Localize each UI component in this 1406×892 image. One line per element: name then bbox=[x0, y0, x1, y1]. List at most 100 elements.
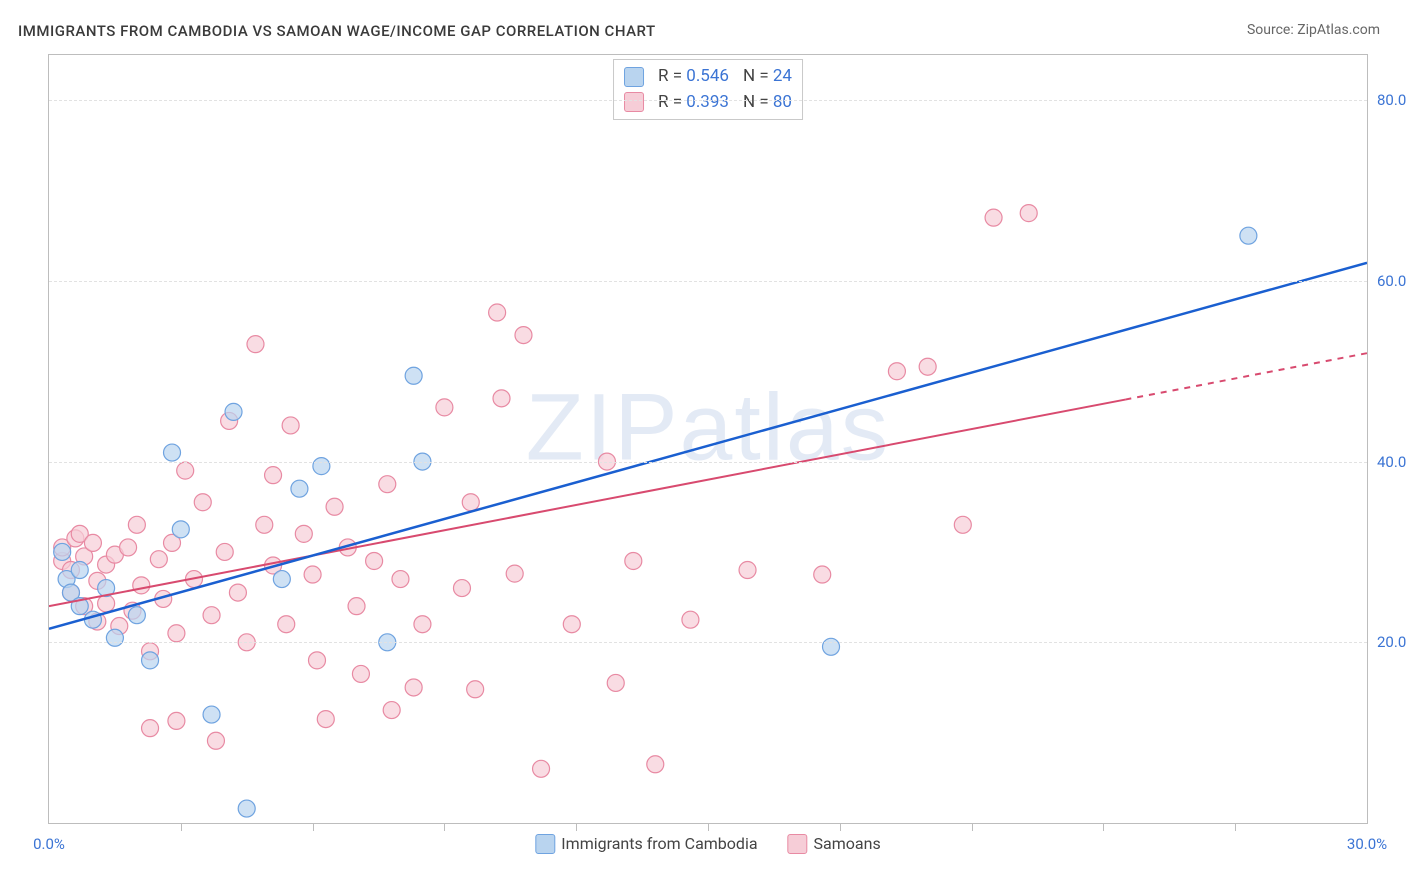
legend-bottom: Immigrants from Cambodia Samoans bbox=[535, 834, 880, 855]
scatter-point-samoans bbox=[265, 467, 282, 484]
scatter-point-samoans bbox=[142, 720, 159, 737]
scatter-point-samoans bbox=[405, 679, 422, 696]
scatter-point-samoans bbox=[168, 625, 185, 642]
gridline bbox=[49, 281, 1367, 282]
scatter-point-samoans bbox=[453, 580, 470, 597]
scatter-point-samoans bbox=[98, 595, 115, 612]
swatch-cambodia-icon bbox=[535, 834, 555, 854]
y-tick-label: 20.0% bbox=[1377, 633, 1406, 651]
y-tick-label: 40.0% bbox=[1377, 453, 1406, 471]
x-tick-label: 0.0% bbox=[33, 835, 65, 853]
swatch-samoans-icon bbox=[788, 834, 808, 854]
scatter-point-cambodia bbox=[164, 444, 181, 461]
y-tick-label: 60.0% bbox=[1377, 272, 1406, 290]
scatter-point-samoans bbox=[120, 539, 137, 556]
legend-label-cambodia: Immigrants from Cambodia bbox=[561, 834, 757, 853]
scatter-point-samoans bbox=[414, 616, 431, 633]
scatter-point-samoans bbox=[607, 674, 624, 691]
scatter-point-samoans bbox=[1020, 205, 1037, 222]
scatter-point-samoans bbox=[194, 494, 211, 511]
scatter-point-cambodia bbox=[823, 638, 840, 655]
gridline bbox=[49, 100, 1367, 101]
plot-area: ZIPatlas R = 0.546 N = 24 R = 0.393 N = … bbox=[48, 54, 1368, 824]
scatter-svg bbox=[49, 55, 1367, 823]
source-link[interactable]: ZipAtlas.com bbox=[1297, 22, 1380, 38]
x-tick-label: 30.0% bbox=[1347, 835, 1387, 853]
gridline bbox=[49, 462, 1367, 463]
scatter-point-samoans bbox=[493, 390, 510, 407]
scatter-point-samoans bbox=[919, 358, 936, 375]
scatter-point-samoans bbox=[229, 584, 246, 601]
scatter-point-cambodia bbox=[1240, 227, 1257, 244]
scatter-point-samoans bbox=[383, 702, 400, 719]
x-tick-mark bbox=[313, 823, 314, 831]
scatter-point-samoans bbox=[216, 543, 233, 560]
scatter-point-samoans bbox=[278, 616, 295, 633]
scatter-point-samoans bbox=[506, 565, 523, 582]
scatter-point-cambodia bbox=[225, 403, 242, 420]
scatter-point-samoans bbox=[379, 476, 396, 493]
scatter-point-samoans bbox=[348, 598, 365, 615]
scatter-point-samoans bbox=[533, 760, 550, 777]
scatter-point-samoans bbox=[168, 712, 185, 729]
y-tick-label: 80.0% bbox=[1377, 91, 1406, 109]
scatter-point-samoans bbox=[436, 399, 453, 416]
x-tick-mark bbox=[840, 823, 841, 831]
scatter-point-cambodia bbox=[405, 367, 422, 384]
scatter-point-samoans bbox=[203, 607, 220, 624]
scatter-point-cambodia bbox=[71, 562, 88, 579]
scatter-point-cambodia bbox=[172, 521, 189, 538]
x-tick-mark bbox=[708, 823, 709, 831]
scatter-point-samoans bbox=[467, 681, 484, 698]
x-tick-mark bbox=[576, 823, 577, 831]
scatter-point-samoans bbox=[295, 525, 312, 542]
scatter-point-samoans bbox=[352, 665, 369, 682]
scatter-point-cambodia bbox=[142, 652, 159, 669]
scatter-point-samoans bbox=[814, 566, 831, 583]
scatter-point-samoans bbox=[304, 566, 321, 583]
scatter-point-samoans bbox=[954, 516, 971, 533]
chart-container: IMMIGRANTS FROM CAMBODIA VS SAMOAN WAGE/… bbox=[0, 0, 1406, 892]
scatter-point-samoans bbox=[256, 516, 273, 533]
scatter-point-samoans bbox=[985, 209, 1002, 226]
legend-item-cambodia: Immigrants from Cambodia bbox=[535, 834, 757, 855]
scatter-point-samoans bbox=[247, 336, 264, 353]
scatter-point-samoans bbox=[489, 304, 506, 321]
scatter-point-samoans bbox=[392, 571, 409, 588]
scatter-point-samoans bbox=[326, 498, 343, 515]
scatter-point-samoans bbox=[317, 711, 334, 728]
source-label: Source: bbox=[1247, 22, 1297, 38]
scatter-point-samoans bbox=[647, 756, 664, 773]
scatter-point-samoans bbox=[739, 562, 756, 579]
x-tick-mark bbox=[1235, 823, 1236, 831]
scatter-point-cambodia bbox=[238, 800, 255, 817]
x-tick-mark bbox=[181, 823, 182, 831]
legend-item-samoans: Samoans bbox=[788, 834, 881, 855]
scatter-point-samoans bbox=[133, 577, 150, 594]
scatter-point-cambodia bbox=[106, 629, 123, 646]
x-tick-mark bbox=[972, 823, 973, 831]
scatter-point-samoans bbox=[282, 417, 299, 434]
chart-title: IMMIGRANTS FROM CAMBODIA VS SAMOAN WAGE/… bbox=[18, 22, 656, 40]
scatter-point-samoans bbox=[128, 516, 145, 533]
scatter-point-samoans bbox=[308, 652, 325, 669]
scatter-point-samoans bbox=[207, 732, 224, 749]
scatter-point-samoans bbox=[366, 552, 383, 569]
x-tick-mark bbox=[1103, 823, 1104, 831]
scatter-point-samoans bbox=[177, 462, 194, 479]
scatter-point-samoans bbox=[84, 534, 101, 551]
scatter-point-cambodia bbox=[291, 480, 308, 497]
scatter-point-cambodia bbox=[313, 458, 330, 475]
scatter-point-samoans bbox=[462, 494, 479, 511]
legend-label-samoans: Samoans bbox=[814, 834, 881, 853]
scatter-point-samoans bbox=[682, 611, 699, 628]
scatter-point-cambodia bbox=[128, 607, 145, 624]
scatter-point-cambodia bbox=[54, 543, 71, 560]
scatter-point-samoans bbox=[515, 327, 532, 344]
scatter-point-samoans bbox=[563, 616, 580, 633]
scatter-point-samoans bbox=[150, 551, 167, 568]
scatter-point-cambodia bbox=[203, 706, 220, 723]
scatter-point-samoans bbox=[888, 363, 905, 380]
source-attribution: Source: ZipAtlas.com bbox=[1247, 22, 1380, 38]
scatter-point-samoans bbox=[625, 552, 642, 569]
